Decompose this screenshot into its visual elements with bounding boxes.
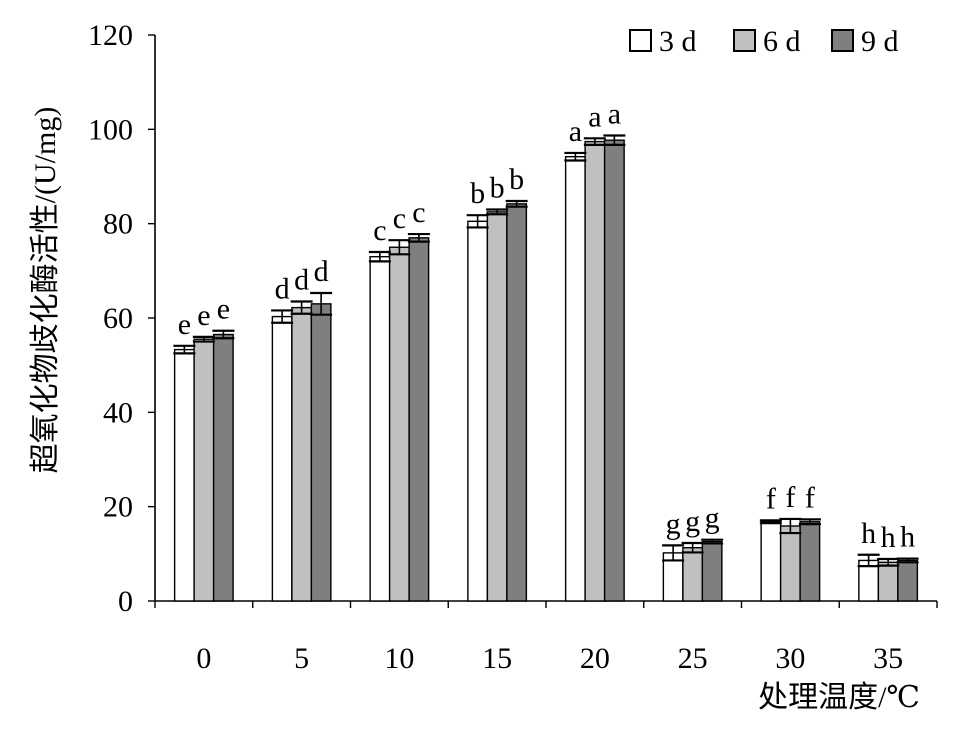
significance-letter: d [314,255,329,288]
legend-label: 9 d [861,25,899,58]
bar [897,559,919,602]
bar [193,338,215,602]
x-tick-label: 0 [196,642,211,675]
y-ticks: 0 20 40 60 80 100 120 [88,19,155,618]
y-tick-label: 0 [118,585,133,618]
bars [173,139,919,602]
y-tick-label: 80 [103,208,133,241]
legend-swatch [733,29,756,52]
bar [408,237,430,602]
x-axis-label: 处理温度/℃ [758,681,920,714]
bar [799,521,821,602]
bar [682,547,704,602]
bar [584,140,606,602]
significance-letter: b [470,177,485,210]
significance-letter: a [588,100,601,133]
bar [760,521,782,602]
significance-letter: f [785,481,795,514]
bar [310,303,332,602]
y-tick-label: 40 [103,396,133,429]
bar [388,246,410,602]
significance-letter: b [490,172,505,205]
significance-letter: h [861,517,876,550]
x-tick-label: 20 [580,642,610,675]
bar [467,220,489,602]
significance-letter: e [178,308,191,341]
significance-letter: h [900,521,915,554]
x-tick-label: 10 [384,642,414,675]
bar [603,139,625,602]
bar [486,211,508,602]
x-ticks: 0 5 10 15 20 25 30 35 [154,601,938,675]
significance-letter: f [766,482,776,515]
x-tick-label: 15 [482,642,512,675]
significance-letter: e [217,293,230,326]
error-bars [173,134,919,568]
legend-label: 3 d [659,25,697,58]
significance-letter: e [197,299,210,332]
legend: 3 d 6 d 9 d [629,25,899,58]
bar [212,333,234,602]
significance-labels: e d c b a g f h e d c b a g f h e d c b a g f h [178,97,915,554]
bar [779,525,801,602]
significance-letter: d [275,272,290,305]
x-tick-label: 5 [294,642,309,675]
x-tick-label: 25 [678,642,708,675]
bar [271,315,293,602]
bar [701,540,723,602]
significance-letter: a [608,97,621,130]
legend-swatch [831,29,854,52]
y-tick-label: 100 [88,113,133,146]
y-axis-label: 超氧化物歧化酶活性/(U/mg) [29,107,62,474]
legend-label: 6 d [763,25,801,58]
y-tick-label: 20 [103,491,133,524]
bar [877,561,899,602]
legend-swatch [629,29,652,52]
significance-letter: b [509,163,524,196]
significance-letter: d [294,263,309,296]
bar [564,155,586,602]
significance-letter: g [666,507,681,540]
bar [369,255,391,602]
bar [291,306,313,602]
significance-letter: f [805,481,815,514]
significance-letter: c [373,214,386,247]
significance-letter: a [569,115,582,148]
y-tick-label: 120 [88,19,133,52]
x-tick-label: 35 [873,642,903,675]
bar [506,203,528,602]
x-tick-label: 30 [775,642,805,675]
y-tick-label: 60 [103,302,133,335]
significance-letter: h [881,521,896,554]
bar [173,348,195,602]
significance-letter: c [393,202,406,235]
significance-letter: g [705,502,720,535]
significance-letter: g [685,505,700,538]
significance-letter: c [412,196,425,229]
